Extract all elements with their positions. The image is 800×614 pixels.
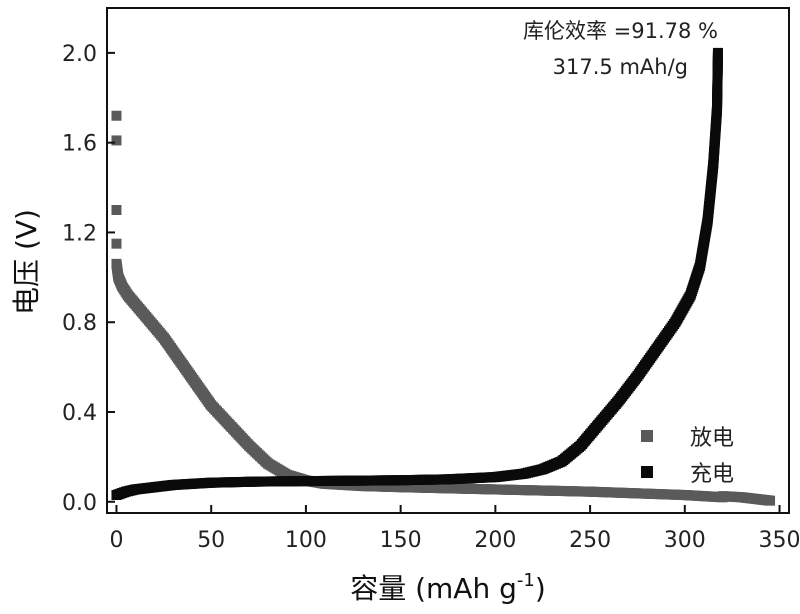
plot-frame — [106, 7, 790, 514]
data-point — [765, 495, 776, 506]
y-tick-label: 1.6 — [62, 132, 97, 157]
coulombic-efficiency-annotation: 库伦效率 =91.78 % — [523, 19, 718, 43]
data-point — [111, 238, 122, 249]
series-1 — [717, 491, 776, 506]
data-point — [111, 110, 122, 121]
legend-label-discharge: 放电 — [690, 426, 734, 451]
x-tick-label: 300 — [664, 528, 706, 553]
x-tick-label: 0 — [109, 528, 123, 553]
series-layer — [111, 47, 776, 506]
x-tick-label: 50 — [197, 528, 225, 553]
y-tick-label: 0.8 — [62, 311, 97, 336]
data-point — [111, 205, 122, 215]
capacity-annotation: 317.5 mAh/g — [553, 55, 688, 79]
y-tick-label: 0.0 — [62, 491, 97, 516]
x-axis-title-main: 容量 (mAh g — [350, 572, 517, 605]
legend-label-charge: 充电 — [690, 462, 734, 487]
data-point — [712, 47, 723, 58]
y-tick-label: 2.0 — [62, 42, 97, 67]
y-axis-title: 电压 (V) — [10, 209, 43, 315]
x-axis-title-superscript: -1 — [517, 570, 535, 591]
x-tick-label: 200 — [474, 528, 516, 553]
legend-marker-charge — [641, 466, 653, 478]
x-tick-label: 250 — [569, 528, 611, 553]
data-point — [111, 135, 122, 146]
x-tick-label: 100 — [285, 528, 327, 553]
x-axis-title-tail: ) — [535, 572, 546, 605]
y-tick-label: 0.4 — [62, 401, 97, 426]
tick-layer: 0 50 100 150 200 250 300 350 0.0 0.4 0.8 1.2 1.6 2.0 — [62, 42, 800, 553]
legend-marker-discharge — [641, 430, 653, 442]
x-tick-label: 350 — [759, 528, 800, 553]
x-tick-label: 150 — [380, 528, 422, 553]
series-0 — [111, 110, 728, 503]
x-axis-title: 容量 (mAh g-1) — [350, 570, 546, 605]
legend: 放电 充电 — [641, 426, 734, 487]
series-2 — [111, 47, 723, 501]
y-tick-label: 1.2 — [62, 221, 97, 246]
